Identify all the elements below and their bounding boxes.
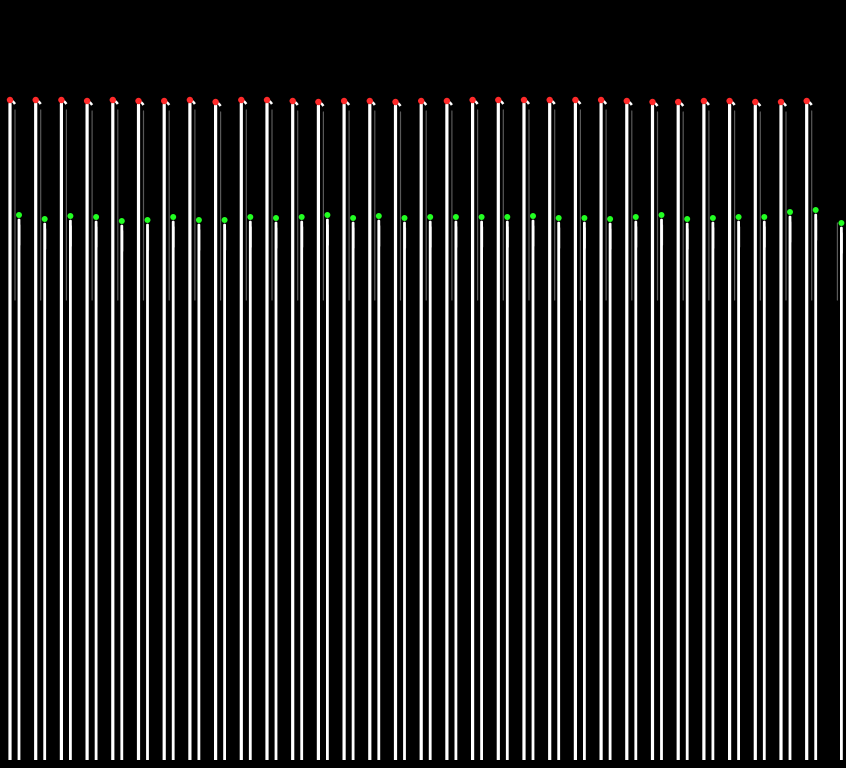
- mid-peak-marker: [93, 214, 100, 220]
- mid-peak-marker: [118, 218, 125, 224]
- mid-peak-marker: [658, 212, 665, 218]
- mid-peak-marker: [787, 209, 793, 215]
- mid-peak-marker: [838, 220, 845, 226]
- top-peak-marker: [366, 97, 373, 105]
- mid-peak-marker: [350, 215, 357, 221]
- top-peak-marker: [418, 97, 425, 105]
- mid-peak-marker: [221, 217, 228, 223]
- mid-peak-marker: [555, 215, 562, 221]
- top-peak-marker: [443, 97, 451, 105]
- mid-peak-marker: [812, 207, 819, 213]
- top-peak-marker: [161, 97, 168, 105]
- mid-peak-marker: [427, 214, 434, 220]
- top-peak-marker: [546, 96, 553, 104]
- top-peak-marker: [649, 98, 656, 106]
- top-peak-marker: [803, 97, 810, 105]
- top-peak-marker: [340, 97, 348, 105]
- top-peak-marker: [83, 97, 91, 105]
- mid-peak-marker: [67, 213, 74, 219]
- mid-peak-marker: [324, 212, 331, 218]
- top-peak-marker: [623, 97, 630, 105]
- top-peak-marker: [58, 96, 65, 104]
- mid-peak-marker: [273, 215, 279, 221]
- top-peak-marker: [315, 98, 322, 106]
- top-peak-marker: [675, 98, 682, 106]
- mid-peak-marker: [761, 214, 768, 220]
- mid-peak-marker: [16, 212, 22, 218]
- mid-peak-marker: [144, 217, 151, 223]
- mid-peak-marker: [632, 214, 639, 220]
- mid-peak-marker: [607, 216, 614, 222]
- mid-peak-marker: [478, 214, 485, 220]
- mid-peak-marker: [41, 216, 48, 222]
- top-peak-marker: [32, 96, 39, 104]
- mid-peak-marker: [298, 214, 305, 220]
- top-peak-marker: [469, 96, 476, 104]
- top-peak-marker: [520, 96, 528, 104]
- mid-peak-marker: [504, 214, 511, 220]
- mid-peak-marker: [170, 214, 177, 220]
- mid-peak-marker: [452, 214, 459, 220]
- mid-peak-marker: [247, 214, 254, 220]
- mid-markers: [16, 207, 845, 226]
- top-peak-marker: [135, 97, 142, 105]
- top-peak-marker: [726, 97, 733, 105]
- top-peak-marker: [597, 96, 605, 104]
- top-peak-marker: [238, 96, 245, 104]
- top-peak-marker: [212, 98, 219, 106]
- bottom-band: [0, 760, 846, 768]
- top-peak-marker: [6, 96, 14, 104]
- mid-peak-marker: [375, 213, 382, 219]
- mid-peak-marker: [401, 215, 408, 221]
- top-peak-marker: [263, 96, 271, 104]
- top-peak-marker: [572, 96, 579, 104]
- top-peak-marker: [109, 96, 117, 104]
- mid-peak-marker: [735, 214, 742, 220]
- mid-peak-marker: [684, 216, 691, 222]
- top-markers: [6, 96, 810, 106]
- top-peak-marker: [186, 96, 194, 104]
- top-peak-marker: [392, 98, 399, 106]
- top-peak-marker: [777, 98, 785, 106]
- mid-peak-marker: [581, 215, 588, 221]
- top-peak-marker: [700, 97, 708, 105]
- trace-lines: [0, 99, 846, 768]
- mid-peak-marker: [709, 215, 716, 221]
- top-peak-marker: [495, 96, 502, 104]
- mid-peak-marker: [195, 217, 202, 223]
- mid-peak-marker: [530, 213, 536, 219]
- top-peak-marker: [289, 97, 296, 105]
- top-peak-marker: [752, 98, 759, 106]
